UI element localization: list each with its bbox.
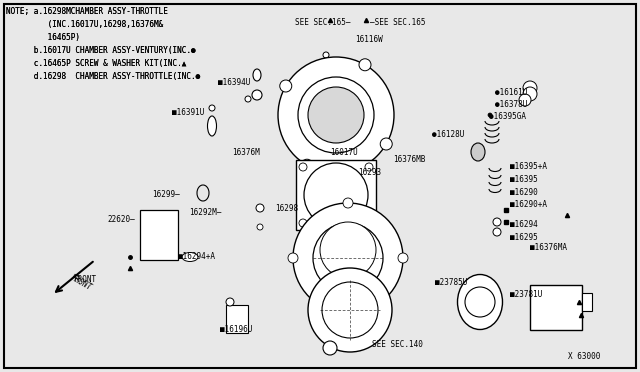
Bar — [582, 293, 592, 311]
Circle shape — [488, 113, 492, 117]
Text: 16376MB: 16376MB — [393, 155, 426, 164]
Text: ■16290+A: ■16290+A — [510, 200, 547, 209]
Circle shape — [523, 81, 537, 95]
Circle shape — [380, 138, 392, 150]
Text: b.16017U CHAMBER ASSY-VENTURY(INC.●: b.16017U CHAMBER ASSY-VENTURY(INC.● — [6, 46, 196, 55]
Bar — [140, 210, 178, 260]
Text: ■16294+A: ■16294+A — [178, 252, 215, 261]
Circle shape — [398, 253, 408, 263]
Circle shape — [308, 268, 392, 352]
Text: X 63000: X 63000 — [568, 352, 600, 361]
Text: ■16395+A: ■16395+A — [510, 162, 547, 171]
Circle shape — [301, 159, 313, 171]
Circle shape — [519, 94, 531, 106]
Circle shape — [493, 218, 501, 226]
Circle shape — [323, 52, 329, 58]
Bar — [296, 160, 376, 230]
Circle shape — [304, 163, 368, 227]
Circle shape — [209, 105, 215, 111]
Circle shape — [252, 90, 262, 100]
Circle shape — [343, 198, 353, 208]
Text: NOTE; a.16298MCHAMBER ASSY-THROTTLE: NOTE; a.16298MCHAMBER ASSY-THROTTLE — [6, 7, 168, 16]
Ellipse shape — [182, 253, 198, 262]
Text: SEE SEC.165—: SEE SEC.165— — [295, 18, 351, 27]
Circle shape — [365, 163, 373, 171]
Circle shape — [365, 219, 373, 227]
Text: 16298: 16298 — [275, 204, 298, 213]
Text: ■16294: ■16294 — [510, 220, 538, 229]
Bar — [226, 305, 248, 333]
Circle shape — [299, 219, 307, 227]
Text: 16376M: 16376M — [232, 148, 260, 157]
Circle shape — [245, 96, 251, 102]
Circle shape — [257, 224, 263, 230]
Text: ■23785U: ■23785U — [435, 278, 467, 287]
Circle shape — [308, 87, 364, 143]
Text: 22620—: 22620— — [107, 215, 135, 224]
Circle shape — [523, 87, 537, 101]
Circle shape — [256, 204, 264, 212]
Circle shape — [313, 223, 383, 293]
Circle shape — [320, 222, 376, 278]
Circle shape — [298, 77, 374, 153]
Text: 16017U: 16017U — [330, 148, 358, 157]
Text: c.16465P SCREW & WASHER KIT(INC.▲: c.16465P SCREW & WASHER KIT(INC.▲ — [6, 59, 186, 68]
Circle shape — [278, 57, 394, 173]
Text: 16116W: 16116W — [355, 35, 383, 44]
Text: —SEE SEC.165: —SEE SEC.165 — [370, 18, 426, 27]
Text: ■16391U: ■16391U — [172, 108, 204, 117]
Circle shape — [322, 282, 378, 338]
Text: 16465P): 16465P) — [6, 33, 80, 42]
Text: FRONT: FRONT — [73, 275, 96, 284]
Text: ●16395GA: ●16395GA — [489, 112, 526, 121]
Ellipse shape — [471, 143, 485, 161]
Circle shape — [293, 203, 403, 313]
Text: ■16395: ■16395 — [510, 175, 538, 184]
Text: NOTE; a.16298MCHAMBER ASSY-THROTTLE: NOTE; a.16298MCHAMBER ASSY-THROTTLE — [6, 7, 168, 16]
Text: FRONT: FRONT — [68, 273, 93, 292]
Circle shape — [226, 298, 234, 306]
Text: ■23781U: ■23781U — [510, 290, 542, 299]
Circle shape — [359, 59, 371, 71]
Text: d.16298  CHAMBER ASSY-THROTTLE(INC.●: d.16298 CHAMBER ASSY-THROTTLE(INC.● — [6, 72, 200, 81]
Circle shape — [288, 253, 298, 263]
Text: SEE SEC.140: SEE SEC.140 — [372, 340, 423, 349]
Text: (INC.16017U,16298,16376M&: (INC.16017U,16298,16376M& — [6, 20, 163, 29]
Circle shape — [299, 163, 307, 171]
Text: ●16378U: ●16378U — [495, 100, 527, 109]
Circle shape — [493, 228, 501, 236]
Circle shape — [280, 80, 292, 92]
Text: b.16017U CHAMBER ASSY-VENTURY(INC.●: b.16017U CHAMBER ASSY-VENTURY(INC.● — [6, 46, 196, 55]
Text: ■16196U: ■16196U — [220, 325, 252, 334]
Text: 16293: 16293 — [358, 168, 381, 177]
Ellipse shape — [253, 69, 261, 81]
Ellipse shape — [458, 275, 502, 330]
Text: ■16290: ■16290 — [510, 188, 538, 197]
Text: 16299—: 16299— — [152, 190, 180, 199]
Ellipse shape — [207, 116, 216, 136]
Text: d.16298  CHAMBER ASSY-THROTTLE(INC.●: d.16298 CHAMBER ASSY-THROTTLE(INC.● — [6, 72, 200, 81]
Text: 16465P): 16465P) — [6, 33, 80, 42]
Circle shape — [465, 287, 495, 317]
Circle shape — [343, 308, 353, 318]
Text: (INC.16017U,16298,16376M&: (INC.16017U,16298,16376M& — [6, 20, 163, 29]
Text: ■16376MA: ■16376MA — [530, 243, 567, 252]
Text: c.16465P SCREW & WASHER KIT(INC.▲: c.16465P SCREW & WASHER KIT(INC.▲ — [6, 59, 186, 68]
Text: 16292M—: 16292M— — [189, 208, 221, 217]
Text: ■16394U: ■16394U — [218, 78, 250, 87]
Text: ■16295: ■16295 — [510, 233, 538, 242]
Text: ●16161U: ●16161U — [495, 88, 527, 97]
Text: ●16128U: ●16128U — [432, 130, 465, 139]
Bar — [530, 285, 582, 330]
Circle shape — [323, 341, 337, 355]
